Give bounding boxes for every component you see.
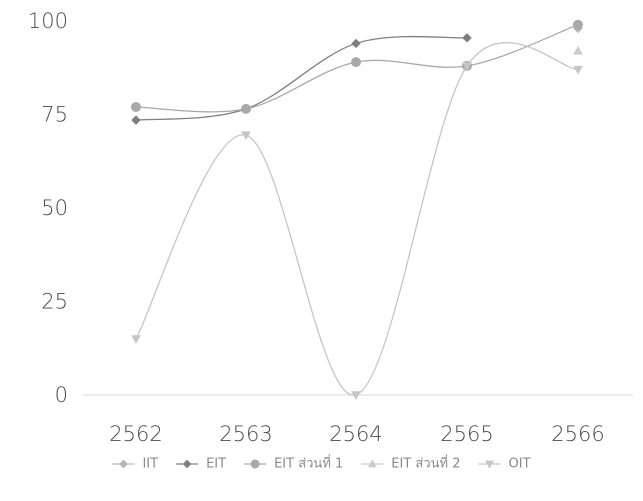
y-tick-label: 100	[28, 9, 68, 33]
data-point	[462, 33, 472, 43]
data-point	[241, 131, 251, 141]
y-tick-label: 75	[41, 103, 68, 127]
legend-item-eit-part-2: EIT ส่วนที่ 2	[361, 455, 461, 472]
legend-label: EIT	[206, 457, 226, 472]
data-point	[131, 115, 141, 125]
series-line	[135, 24, 579, 113]
y-tick-label: 25	[41, 290, 68, 314]
x-tick-label: 2566	[551, 422, 604, 446]
data-point	[351, 391, 361, 401]
series-eit-2	[573, 45, 583, 55]
legend-label: OIT	[509, 457, 531, 472]
data-point	[573, 19, 583, 30]
series-oit	[131, 41, 583, 401]
x-tick-label: 2564	[329, 422, 382, 446]
data-point	[241, 103, 251, 114]
y-tick-label: 50	[41, 196, 68, 220]
x-tick-label: 2562	[109, 422, 162, 446]
legend: IIT EIT EIT ส่วนที่ 1 EIT ส่วนที่ 2 OIT	[112, 455, 531, 472]
legend-marker-icon	[176, 459, 199, 469]
y-axis-ticks: 0 25 50 75 100	[28, 9, 68, 407]
data-point	[351, 38, 361, 49]
legend-item-iit: IIT	[112, 457, 158, 472]
series-eit-1	[131, 19, 583, 114]
series-eit	[131, 33, 472, 125]
legend-marker-icon	[361, 459, 384, 468]
x-tick-label: 2565	[440, 422, 493, 446]
x-tick-label: 2563	[219, 422, 272, 446]
legend-item-oit: OIT	[478, 457, 531, 472]
series-layer	[131, 19, 583, 401]
x-axis-ticks: 2562 2563 2564 2565 2566	[109, 422, 604, 446]
legend-marker-icon	[112, 459, 135, 469]
data-point	[131, 102, 141, 113]
legend-label: EIT ส่วนที่ 2	[391, 455, 460, 472]
legend-marker-icon	[478, 460, 501, 469]
data-point	[351, 57, 361, 68]
legend-marker-icon	[244, 459, 267, 469]
data-point	[131, 335, 141, 344]
data-point	[573, 45, 583, 55]
legend-label: EIT ส่วนที่ 1	[274, 455, 343, 472]
data-point	[462, 62, 472, 71]
series-line	[135, 41, 579, 396]
legend-item-eit: EIT	[176, 457, 226, 472]
legend-item-eit-part-1: EIT ส่วนที่ 1	[244, 455, 343, 472]
y-tick-label: 0	[55, 383, 68, 407]
legend-label: IIT	[142, 457, 158, 472]
data-point	[573, 65, 583, 75]
series-line	[135, 35, 468, 121]
